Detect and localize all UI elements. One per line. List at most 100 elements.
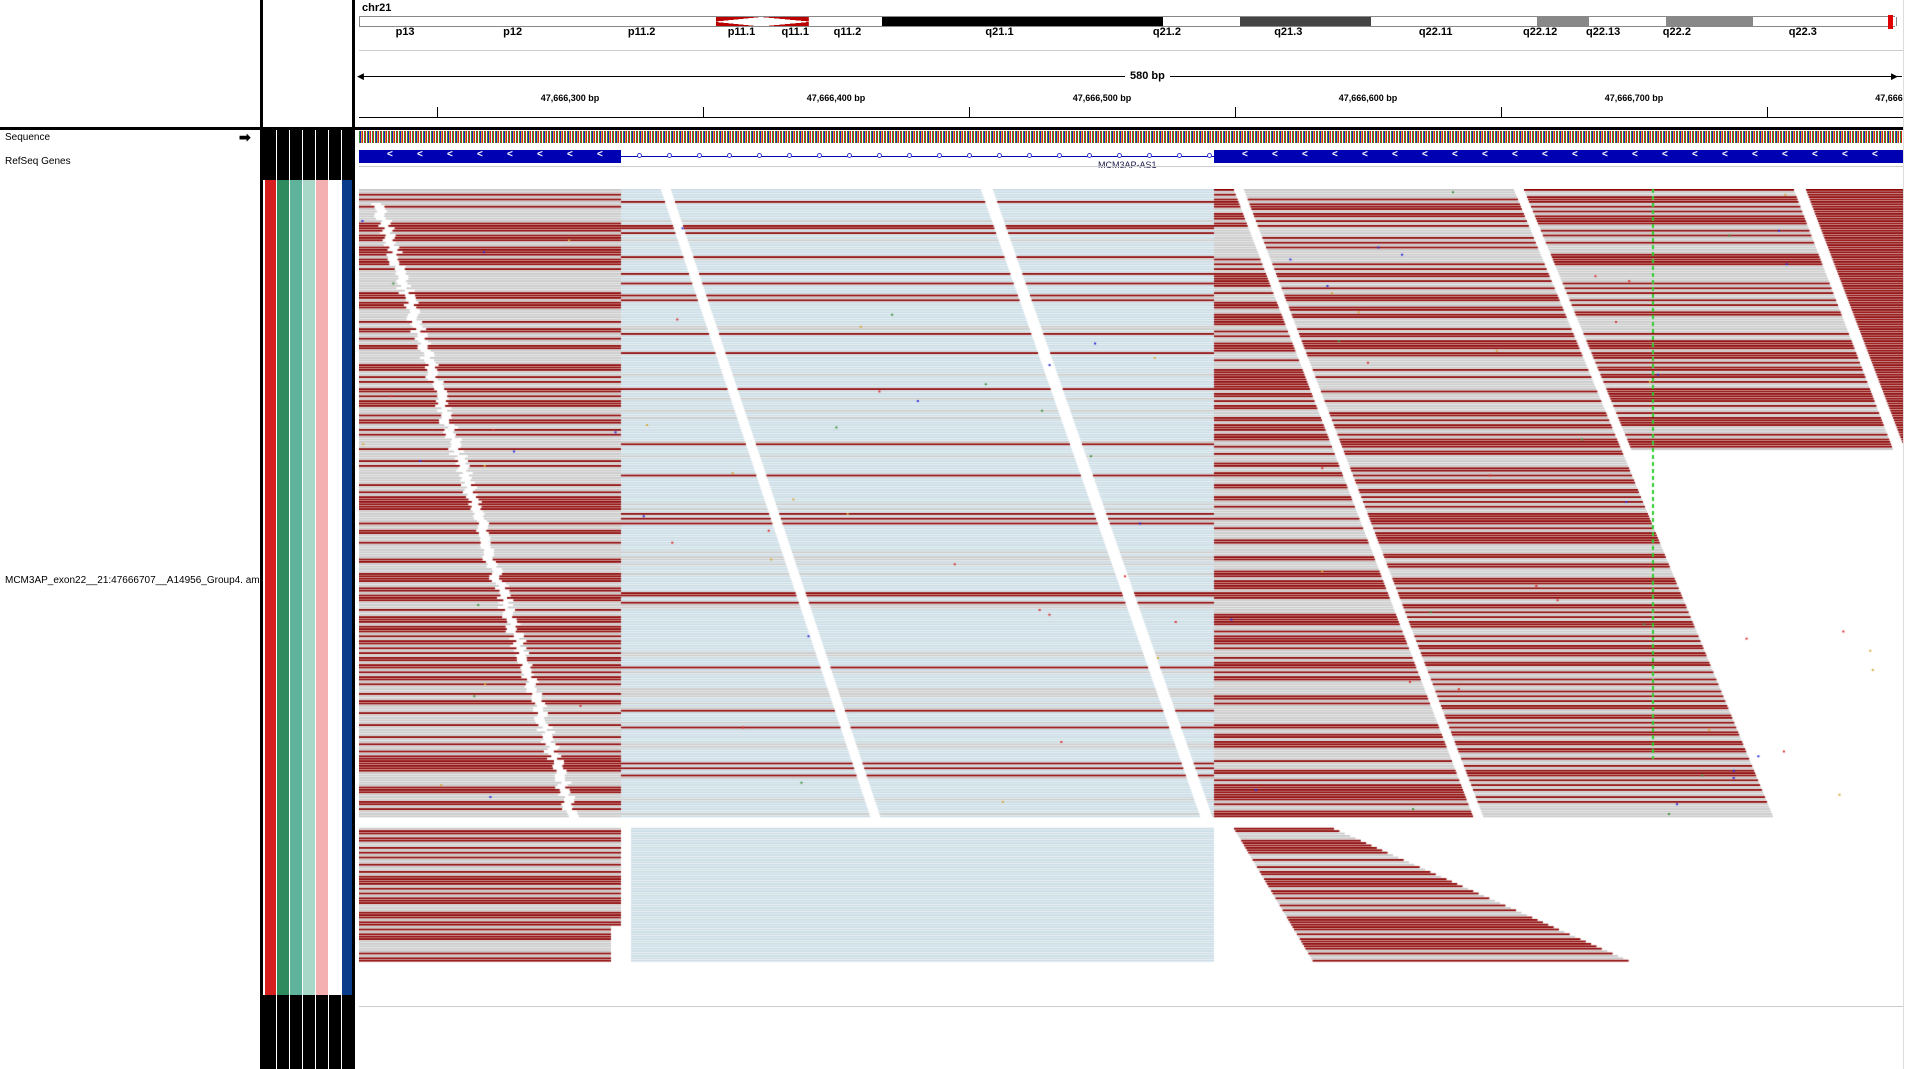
ruler-tick-label: 47,666,600 bp xyxy=(1338,93,1398,103)
band-label: q22.13 xyxy=(1586,26,1621,38)
strand-chevron-icon: < xyxy=(1872,149,1878,160)
band-label: q21.2 xyxy=(1152,26,1181,38)
band-q21.1[interactable] xyxy=(882,17,1165,26)
band-p11.2[interactable] xyxy=(539,17,718,26)
strand-chevron-icon: < xyxy=(1572,149,1578,160)
intron-marker-icon xyxy=(1057,153,1062,158)
band-p12[interactable] xyxy=(432,17,541,26)
band-p13[interactable] xyxy=(360,17,434,26)
strand-chevron-icon: < xyxy=(1482,149,1488,160)
intron-marker-icon xyxy=(1207,153,1212,158)
strand-chevron-icon: < xyxy=(1602,149,1608,160)
intron-marker-icon xyxy=(847,153,852,158)
sequence-track-label[interactable]: Sequence xyxy=(5,132,51,143)
strand-chevron-icon: < xyxy=(537,149,543,160)
intron-marker-icon xyxy=(817,153,822,158)
ruler-tick xyxy=(703,107,704,117)
strand-chevron-icon: < xyxy=(507,149,513,160)
band-q11.2[interactable] xyxy=(808,17,884,26)
track-separator-bottom xyxy=(359,1006,1903,1007)
ruler-axis[interactable] xyxy=(359,117,1903,118)
alignment-reads-canvas[interactable] xyxy=(359,189,1903,1001)
band-label: p11.2 xyxy=(627,26,656,38)
attribute-color-lightgreen[interactable] xyxy=(303,180,315,995)
strand-chevron-icon: < xyxy=(1752,149,1758,160)
intron-marker-icon xyxy=(667,153,672,158)
attribute-color-teal[interactable] xyxy=(290,180,302,995)
band-q22.13[interactable] xyxy=(1588,17,1667,26)
ruler-tick-label: 47,666,300 bp xyxy=(540,93,600,103)
header-divider xyxy=(0,127,1903,130)
band-q22.2[interactable] xyxy=(1665,17,1755,26)
band-q22.3[interactable] xyxy=(1753,17,1897,26)
ruler-tick-label: 47,666,700 bp xyxy=(1604,93,1664,103)
band-label: q21.1 xyxy=(985,26,1014,38)
intron-marker-icon xyxy=(637,153,642,158)
band-label: q11.2 xyxy=(833,26,862,38)
band-q21.2[interactable] xyxy=(1163,17,1242,26)
strand-chevron-icon: < xyxy=(1242,149,1248,160)
strand-chevron-icon: < xyxy=(1512,149,1518,160)
strand-chevron-icon: < xyxy=(1662,149,1668,160)
strand-chevron-icon: < xyxy=(597,149,603,160)
chromosome-ideogram[interactable] xyxy=(359,16,1897,27)
strand-chevron-icon: < xyxy=(1452,149,1458,160)
ruler-top-line xyxy=(359,50,1903,51)
strand-chevron-icon: < xyxy=(1842,149,1848,160)
band-label: p12 xyxy=(503,26,523,38)
strand-arrow-icon[interactable]: ➡ xyxy=(239,129,251,145)
intron-marker-icon xyxy=(937,153,942,158)
gene-exon-right[interactable] xyxy=(1214,150,1903,163)
attribute-color-darkgreen[interactable] xyxy=(277,180,289,995)
band-label: q21.3 xyxy=(1274,26,1303,38)
alignment-track-label[interactable]: MCM3AP_exon22__21:47666707__A14956_Group… xyxy=(5,575,260,586)
strand-chevron-icon: < xyxy=(1392,149,1398,160)
attribute-color-red[interactable] xyxy=(265,180,276,995)
span-right-arrow-icon: ▶ xyxy=(1891,71,1898,81)
track-separator xyxy=(359,166,1903,167)
strand-chevron-icon: < xyxy=(417,149,423,160)
strand-chevron-icon: < xyxy=(1812,149,1818,160)
refseq-track-label[interactable]: RefSeq Genes xyxy=(5,156,71,167)
band-q11.1[interactable] xyxy=(760,17,810,26)
chromosome-label: chr21 xyxy=(362,2,392,14)
span-length-label: 580 bp xyxy=(1125,70,1170,82)
intron-marker-icon xyxy=(877,153,882,158)
band-q22.12[interactable] xyxy=(1536,17,1590,26)
vertical-scrollbar[interactable] xyxy=(1903,0,1920,1069)
ruler-tick-label: 47,666,400 bp xyxy=(806,93,866,103)
strand-chevron-icon: < xyxy=(447,149,453,160)
strand-chevron-icon: < xyxy=(1542,149,1548,160)
gene-intron[interactable] xyxy=(621,156,1214,157)
attribute-color-white[interactable] xyxy=(329,180,341,995)
strand-chevron-icon: < xyxy=(1422,149,1428,160)
ruler-tick xyxy=(1235,107,1236,117)
ruler-tick xyxy=(437,107,438,117)
intron-marker-icon xyxy=(1087,153,1092,158)
attribute-color-navy[interactable] xyxy=(342,180,352,995)
span-left-arrow-icon: ◀ xyxy=(357,71,364,81)
ruler-tick xyxy=(969,107,970,117)
band-label: q22.2 xyxy=(1662,26,1691,38)
intron-marker-icon xyxy=(967,153,972,158)
intron-marker-icon xyxy=(997,153,1002,158)
strand-chevron-icon: < xyxy=(1272,149,1278,160)
gene-exon-left[interactable] xyxy=(359,150,621,163)
band-q22.11[interactable] xyxy=(1370,17,1538,26)
ruler-tick-label: 47,666 xyxy=(1875,93,1903,103)
band-q21.3[interactable] xyxy=(1240,17,1372,26)
sequence-track[interactable] xyxy=(359,131,1903,143)
strand-chevron-icon: < xyxy=(477,149,483,160)
intron-marker-icon xyxy=(1147,153,1152,158)
band-p11.1[interactable] xyxy=(716,17,761,26)
ruler-tick xyxy=(1501,107,1502,117)
attribute-footer-block xyxy=(263,995,352,1069)
strand-chevron-icon: < xyxy=(1302,149,1308,160)
strand-chevron-icon: < xyxy=(567,149,573,160)
intron-marker-icon xyxy=(1117,153,1122,158)
attribute-header-block xyxy=(263,130,352,180)
gene-name-label[interactable]: MCM3AP-AS1 xyxy=(1098,160,1157,170)
band-label: q11.1 xyxy=(781,26,809,38)
attribute-color-pink[interactable] xyxy=(316,180,328,995)
strand-chevron-icon: < xyxy=(1692,149,1698,160)
